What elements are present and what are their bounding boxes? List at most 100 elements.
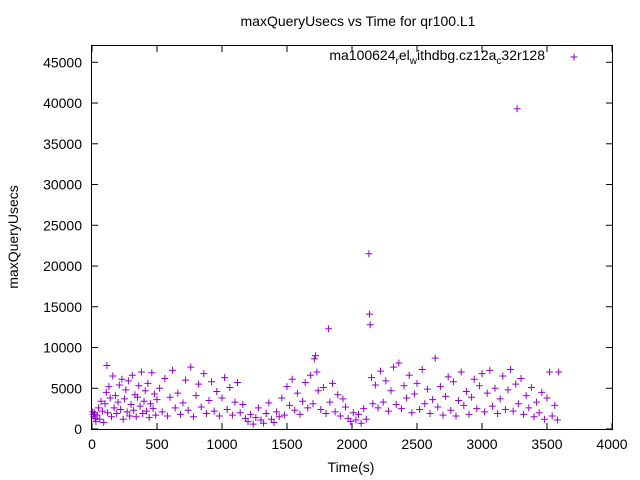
data-point	[483, 389, 491, 397]
data-point	[336, 412, 344, 420]
y-tick-label: 25000	[43, 217, 82, 233]
data-point	[527, 383, 535, 391]
data-point	[457, 368, 465, 376]
data-point	[309, 400, 317, 408]
legend-subscript: w	[409, 56, 418, 67]
data-point	[530, 413, 538, 421]
data-point	[97, 397, 105, 405]
data-point	[319, 383, 327, 391]
data-point	[342, 403, 349, 411]
data-point	[310, 355, 318, 363]
data-point	[192, 392, 200, 400]
data-point	[369, 400, 377, 408]
data-point	[387, 387, 395, 395]
data-point	[140, 397, 148, 405]
data-point	[174, 389, 182, 397]
data-point	[421, 400, 429, 408]
x-tick-label: 3000	[466, 436, 497, 452]
data-point	[103, 361, 111, 369]
data-point	[408, 409, 416, 417]
data-point	[365, 250, 373, 258]
data-point	[553, 416, 561, 424]
data-point	[481, 408, 489, 416]
data-point	[555, 368, 563, 376]
x-tick-label: 3500	[531, 436, 562, 452]
data-point	[533, 398, 541, 406]
data-point	[512, 380, 520, 388]
axis-ticks: 0 500 1000 1500 2000 2500 3000 3500 400005000100…	[43, 46, 628, 452]
data-point	[106, 394, 114, 402]
data-point	[468, 393, 476, 401]
data-point	[449, 378, 457, 386]
data-point	[152, 411, 160, 419]
data-point	[509, 407, 517, 415]
data-point	[306, 371, 314, 379]
data-point	[265, 399, 273, 407]
data-point	[452, 412, 460, 420]
data-point	[273, 408, 281, 416]
data-point	[434, 403, 442, 411]
y-tick-label: 0	[74, 421, 82, 437]
data-point	[405, 371, 413, 379]
data-point	[329, 379, 336, 387]
data-point	[179, 399, 187, 407]
data-point	[221, 374, 229, 382]
data-point	[439, 411, 447, 419]
data-point	[371, 381, 379, 389]
data-point	[153, 396, 161, 404]
x-tick-label: 1500	[271, 436, 302, 452]
data-point	[465, 410, 473, 418]
data-point	[304, 404, 312, 412]
data-point	[293, 389, 301, 397]
data-point	[313, 368, 321, 376]
data-point	[128, 371, 136, 379]
data-point	[156, 384, 164, 392]
data-point	[189, 413, 197, 421]
data-point	[504, 386, 512, 394]
data-point	[166, 393, 174, 401]
data-point	[197, 403, 205, 411]
data-point	[494, 410, 502, 418]
data-point	[546, 368, 554, 376]
plot-frame	[91, 45, 613, 430]
data-point	[551, 401, 559, 409]
data-point	[296, 410, 304, 418]
data-point	[247, 410, 255, 418]
data-point	[161, 374, 169, 382]
data-point	[143, 407, 151, 415]
data-point	[208, 378, 216, 386]
data-point	[413, 379, 421, 387]
legend-marker	[570, 53, 578, 61]
data-point	[501, 405, 509, 413]
data-point	[426, 410, 434, 418]
data-point	[150, 390, 158, 398]
data-point	[429, 396, 437, 404]
x-tick-label: 2000	[336, 436, 367, 452]
data-point	[236, 409, 244, 417]
data-point	[252, 414, 260, 422]
data-point	[195, 380, 203, 388]
legend-subscript: r	[396, 56, 400, 67]
data-point	[134, 393, 141, 401]
data-point	[403, 394, 411, 402]
data-point	[326, 398, 334, 406]
data-point	[234, 379, 242, 387]
data-point	[260, 419, 268, 427]
data-point	[470, 375, 478, 383]
data-point	[147, 400, 154, 408]
data-point	[392, 401, 400, 409]
data-point	[442, 392, 450, 400]
data-point	[145, 414, 153, 422]
data-point	[126, 412, 134, 420]
data-point	[514, 400, 522, 408]
data-point	[382, 377, 390, 385]
data-point	[158, 408, 166, 416]
data-point	[312, 352, 320, 360]
y-tick-label: 35000	[43, 136, 82, 152]
y-tick-label: 10000	[43, 340, 82, 356]
data-points	[89, 105, 563, 428]
data-point	[278, 394, 286, 402]
data-point	[187, 363, 195, 371]
data-point	[101, 400, 109, 408]
data-point	[163, 412, 171, 420]
